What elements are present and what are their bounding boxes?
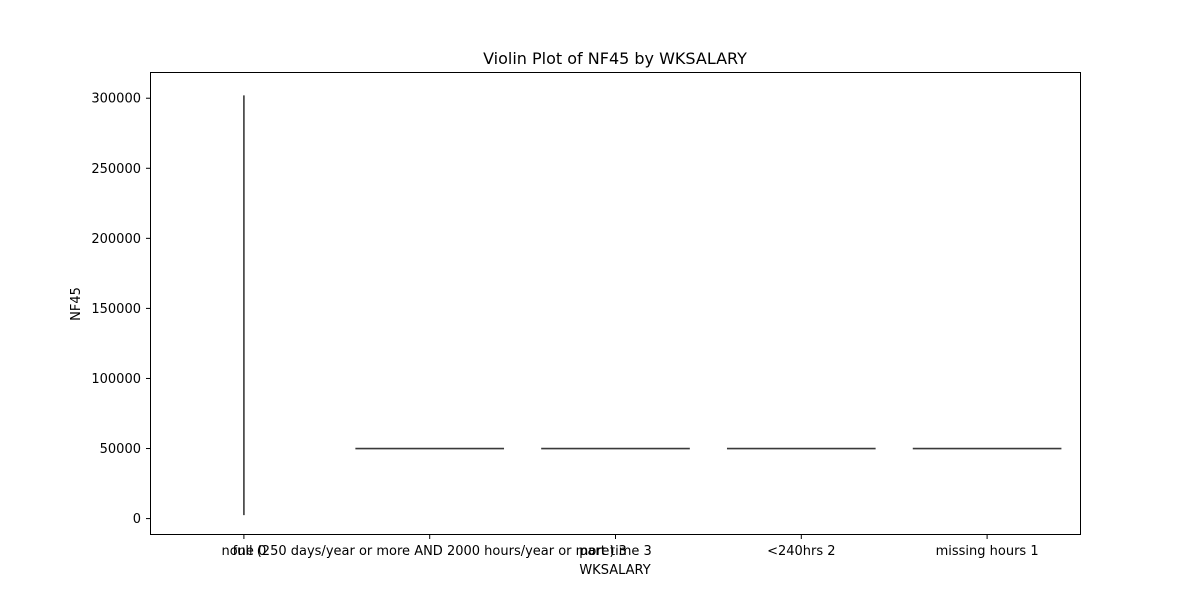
chart-title: Violin Plot of NF45 by WKSALARY [483, 49, 747, 68]
y-tick-label: 300000 [91, 92, 141, 107]
y-tick-label: 200000 [91, 232, 141, 247]
violin-series [243, 95, 1062, 516]
y-axis-ticks: 0 50000 100000 150000 200000 250000 300000 [91, 92, 151, 527]
y-tick-label: 250000 [91, 162, 141, 177]
y-tick-label: 100000 [91, 372, 141, 387]
x-tick-label: <240hrs 2 [767, 544, 835, 559]
y-tick-label: 150000 [91, 302, 141, 317]
x-tick-label: none 0 [221, 544, 266, 559]
x-tick-label: full (250 days/year or more AND 2000 hou… [233, 544, 627, 559]
y-tick-label: 0 [133, 512, 141, 527]
y-axis-title: NF45 [69, 287, 84, 321]
x-tick-label: missing hours 1 [936, 544, 1039, 559]
x-axis-title: WKSALARY [579, 563, 650, 578]
y-tick-label: 50000 [100, 442, 141, 457]
x-tick-label: part time 3 [579, 544, 652, 559]
plot-area-frame [150, 72, 1081, 535]
